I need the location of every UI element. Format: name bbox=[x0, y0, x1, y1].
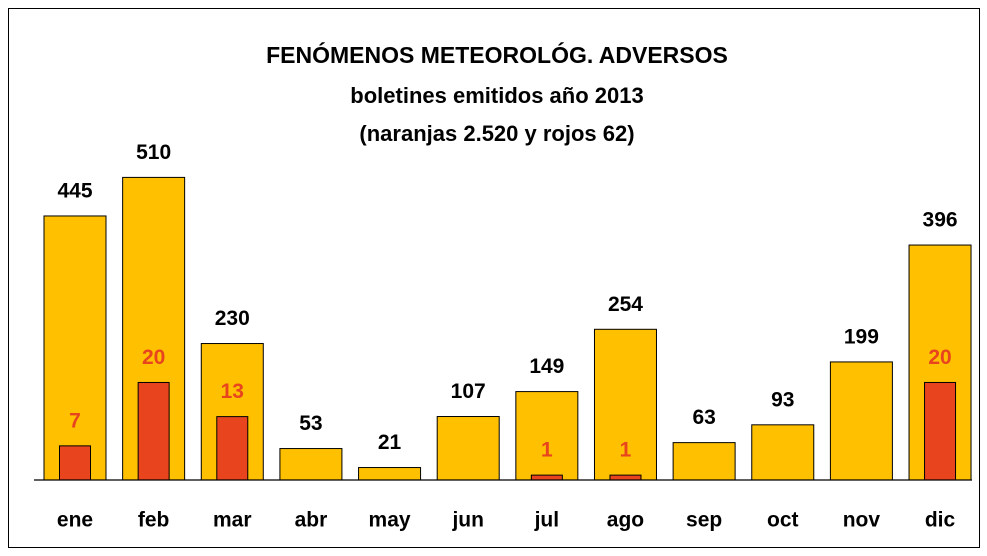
bar bbox=[515, 391, 579, 481]
value-label: 13 bbox=[221, 380, 244, 403]
value-label: 230 bbox=[215, 307, 250, 330]
value-label: 254 bbox=[608, 293, 643, 316]
value-label: 149 bbox=[529, 355, 564, 378]
bar bbox=[751, 424, 815, 481]
value-label: 107 bbox=[451, 380, 486, 403]
value-label: 93 bbox=[771, 388, 794, 411]
bar bbox=[436, 416, 500, 481]
chart-subtitle: boletines emitidos año 2013 bbox=[350, 83, 643, 108]
value-label: 1 bbox=[541, 439, 553, 462]
x-tick-label: ago bbox=[607, 509, 644, 532]
x-tick-label: nov bbox=[843, 509, 881, 532]
x-tick-label: ene bbox=[57, 509, 93, 532]
bar bbox=[672, 442, 736, 481]
value-label: 445 bbox=[57, 180, 92, 203]
bar bbox=[924, 381, 957, 481]
bar bbox=[358, 467, 422, 481]
x-tick-label: abr bbox=[295, 509, 328, 532]
bar bbox=[200, 343, 264, 481]
value-label: 1 bbox=[620, 439, 632, 462]
x-tick-label: oct bbox=[767, 509, 799, 532]
bar bbox=[59, 445, 91, 481]
value-label: 63 bbox=[692, 406, 715, 429]
value-label: 199 bbox=[844, 325, 879, 348]
bar bbox=[216, 416, 249, 481]
x-tick-label: feb bbox=[138, 509, 170, 532]
bar bbox=[43, 215, 107, 481]
x-tick-label: may bbox=[369, 509, 411, 532]
bar bbox=[279, 448, 343, 481]
value-label: 510 bbox=[136, 141, 171, 164]
bar bbox=[593, 328, 657, 481]
value-label: 7 bbox=[69, 409, 81, 432]
bar bbox=[137, 381, 170, 481]
annotation: (naranjas 2.520 y rojos 62) bbox=[359, 121, 634, 146]
x-tick-label: mar bbox=[213, 509, 252, 532]
bar bbox=[609, 474, 642, 481]
chart-title: FENÓMENOS METEOROLÓG. ADVERSOS bbox=[266, 41, 728, 68]
value-label: 53 bbox=[299, 412, 322, 435]
value-label: 20 bbox=[142, 346, 165, 369]
x-tick-label: jun bbox=[451, 509, 484, 532]
bar bbox=[829, 361, 893, 481]
bar bbox=[530, 474, 563, 481]
x-tick-label: sep bbox=[686, 509, 722, 532]
value-label: 21 bbox=[378, 431, 402, 454]
x-tick-label: dic bbox=[925, 509, 956, 532]
value-label: 396 bbox=[923, 209, 958, 232]
value-label: 20 bbox=[928, 346, 951, 369]
x-tick-label: jul bbox=[534, 509, 560, 532]
